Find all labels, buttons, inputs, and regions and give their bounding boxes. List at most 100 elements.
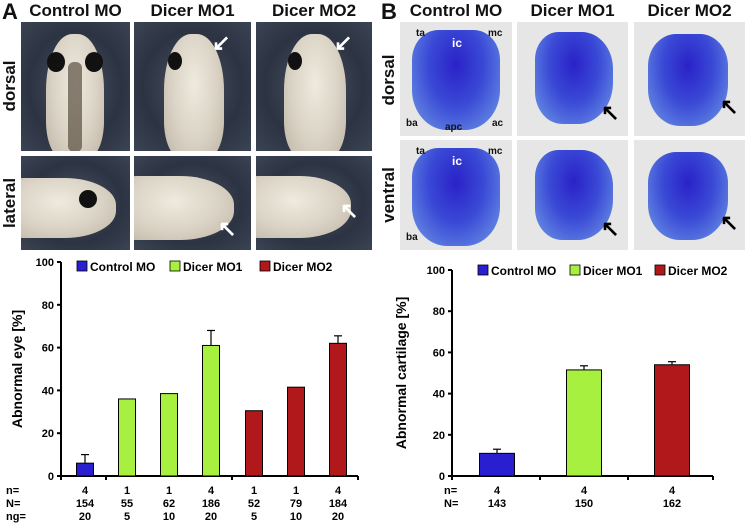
table-row-label: N=	[444, 498, 458, 510]
annotation-ta: ta	[416, 28, 425, 39]
table-cell: 5	[251, 511, 257, 523]
y-tick-label: 0	[439, 471, 445, 483]
arrow-icon: ↙	[212, 30, 231, 55]
table-row-label: n=	[444, 485, 457, 497]
y-tick-label: 20	[42, 428, 54, 440]
table-cell: 1	[293, 485, 299, 497]
table-cell: 5	[124, 511, 130, 523]
bar	[479, 452, 515, 477]
arrow-icon: ↖	[218, 216, 237, 241]
table-cell: 1	[124, 485, 130, 497]
panel-label-b: B	[381, 0, 397, 24]
col-title-a-control: Control MO	[29, 1, 122, 20]
legend-swatch	[169, 260, 181, 272]
table-cell: 52	[248, 498, 260, 510]
table-cell: 4	[581, 485, 588, 497]
bar	[202, 344, 220, 477]
legend-swatch	[259, 260, 271, 272]
col-title-a-mo2: Dicer MO2	[271, 1, 357, 20]
table-cell: 154	[76, 498, 95, 510]
legend-label: Dicer MO2	[668, 264, 728, 278]
y-axis-label: Abnormal eye [%]	[9, 310, 25, 428]
table-cell: 79	[290, 498, 302, 510]
table-cell: 4	[335, 485, 342, 497]
annotation-ba: ba	[406, 232, 418, 243]
photo-cartilage-mo1-dorsal: ↖	[517, 22, 628, 136]
y-tick-label: 80	[433, 306, 445, 318]
table-cell: 55	[121, 498, 133, 510]
arrow-icon: ↖	[720, 210, 739, 235]
legend-label: Control MO	[491, 264, 556, 278]
y-tick-label: 100	[427, 265, 445, 277]
photo-control-dorsal	[21, 22, 130, 151]
annotation-ta: ta	[416, 146, 425, 157]
table-cell: 184	[329, 498, 348, 510]
annotation-ic: ic	[452, 154, 463, 168]
arrow-icon: ↖	[720, 94, 739, 119]
annotation-apc: apc	[445, 122, 463, 133]
annotation-mc: mc	[488, 146, 503, 157]
photo-cartilage-mo2-dorsal: ↖	[634, 22, 745, 136]
col-title-b-mo2: Dicer MO2	[647, 1, 732, 20]
table-cell: 1	[166, 485, 172, 497]
table-cell: 4	[669, 485, 676, 497]
arrow-icon: ↖	[340, 198, 359, 223]
y-tick-label: 20	[433, 430, 445, 442]
table-cell: 20	[79, 511, 91, 523]
photo-cartilage-mo2-ventral: ↖	[634, 140, 745, 250]
table-row-label: ng=	[6, 511, 26, 523]
bar	[287, 386, 305, 477]
y-tick-label: 60	[433, 347, 445, 359]
photo-cartilage-mo1-ventral: ↖	[517, 140, 628, 250]
table-row-label: n=	[6, 485, 19, 497]
photo-mo1-lateral: ↖	[134, 156, 251, 250]
annotation-ac: ac	[492, 118, 504, 129]
legend-swatch	[569, 264, 581, 276]
bar	[329, 342, 347, 477]
panel-label-a: A	[2, 0, 18, 24]
table-cell: 4	[208, 485, 215, 497]
annotation-ba: ba	[406, 118, 418, 129]
arrow-icon: ↖	[601, 216, 620, 241]
table-cell: 143	[488, 498, 506, 510]
y-tick-label: 60	[42, 343, 54, 355]
table-cell: 20	[332, 511, 344, 523]
table-cell: 4	[494, 485, 501, 497]
col-title-b-mo1: Dicer MO1	[530, 1, 615, 20]
photo-cartilage-control-dorsal: ta ic mc ba apc ac	[400, 22, 512, 136]
table-cell: 4	[82, 485, 89, 497]
col-title-a-mo1: Dicer MO1	[150, 1, 235, 20]
y-tick-label: 80	[42, 300, 54, 312]
y-axis-label: Abnormal cartilage [%]	[393, 297, 409, 449]
bar	[160, 393, 178, 477]
table-cell: 20	[205, 511, 217, 523]
annotation-mc: mc	[488, 28, 503, 39]
table-cell: 186	[202, 498, 220, 510]
y-tick-label: 40	[42, 385, 54, 397]
legend-label: Dicer MO1	[583, 264, 643, 278]
col-title-b-control: Control MO	[409, 1, 503, 20]
table-cell: 1	[251, 485, 257, 497]
bar	[76, 462, 94, 477]
table-cell: 150	[575, 498, 593, 510]
y-tick-label: 40	[433, 389, 445, 401]
table-row-label: N=	[6, 498, 20, 510]
photo-mo2-dorsal: ↙	[256, 22, 372, 151]
photo-control-lateral	[21, 156, 130, 250]
table-cell: 62	[163, 498, 175, 510]
bar	[118, 398, 136, 477]
table-cell: 10	[163, 511, 175, 523]
bar	[245, 410, 263, 477]
arrow-icon: ↙	[334, 30, 353, 55]
legend-label: Dicer MO1	[183, 260, 243, 274]
y-tick-label: 0	[48, 471, 54, 483]
y-tick-label: 100	[36, 257, 54, 269]
photo-mo2-lateral: ↖	[256, 156, 372, 250]
arrow-icon: ↖	[601, 100, 620, 125]
annotation-ic: ic	[452, 36, 463, 50]
table-cell: 162	[663, 498, 681, 510]
legend-label: Control MO	[90, 260, 155, 274]
table-cell: 10	[290, 511, 302, 523]
